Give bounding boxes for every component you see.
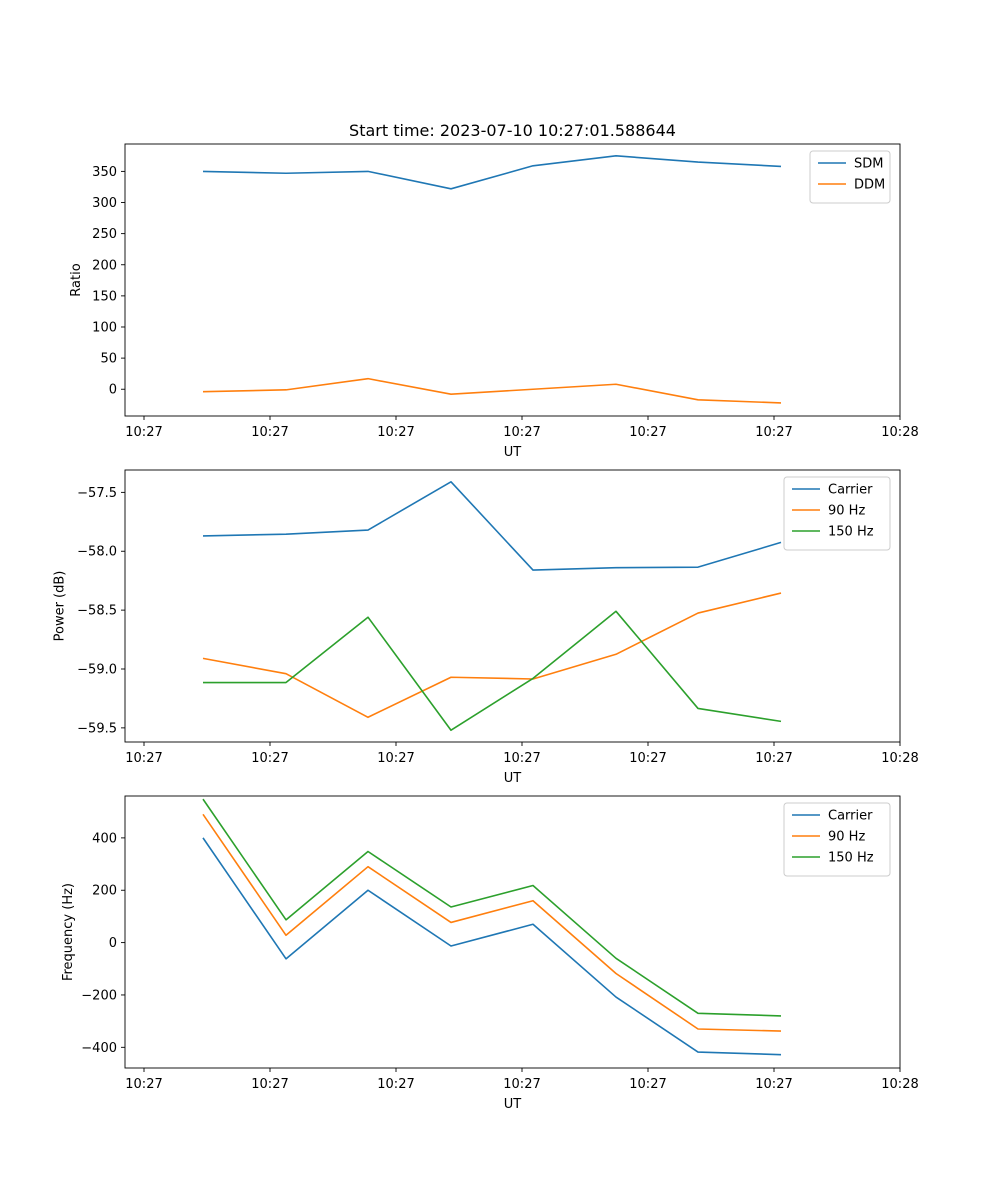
x-tick-label: 10:27 [503,425,540,440]
legend-label: SDM [854,157,883,172]
x-tick-label: 10:28 [881,1077,918,1092]
series-line-150-hz [203,610,782,732]
y-tick-label: −200 [81,988,117,1003]
legend-box [809,150,891,204]
y-tick-label: 350 [92,165,117,180]
x-tick-label: 10:28 [881,425,918,440]
legend: SDM DDM [809,150,891,204]
x-tick-label: 10:27 [125,425,162,440]
x-tick-label: 10:27 [755,425,792,440]
x-tick-label: 10:27 [503,751,540,766]
legend: Carrier 90 Hz 150 Hz [783,802,891,877]
y-tick-label: −58.0 [77,545,117,560]
x-tick-label: 10:27 [125,751,162,766]
series-line-90-hz [202,813,782,1032]
y-tick-label: 100 [92,320,117,335]
plot-frame [124,469,901,743]
plot-frame [124,143,901,417]
x-tick-label: 10:27 [251,751,288,766]
legend-label: 150 Hz [828,525,874,540]
y-tick-label: −59.0 [77,662,117,677]
legend-label: 150 Hz [828,851,874,866]
chart-title: Start time: 2023-07-10 10:27:01.588644 [349,121,676,140]
x-tick-label: 10:28 [881,751,918,766]
y-axis-label: Frequency (Hz) [61,883,76,981]
y-tick-label: 250 [92,227,117,242]
legend-label: 90 Hz [828,504,865,519]
series-line-carrier [202,837,782,1056]
y-axis-label: Ratio [69,263,84,296]
series-line-carrier [202,480,782,571]
series-line-sdm [202,155,782,190]
y-tick-label: 0 [109,936,117,951]
x-tick-label: 10:27 [377,751,414,766]
x-tick-label: 10:27 [251,1077,288,1092]
series-line-150-hz [202,798,782,1017]
legend: Carrier 90 Hz 150 Hz [783,476,891,551]
series-line-90-hz [202,592,782,719]
x-tick-label: 10:27 [629,1077,666,1092]
y-axis-label: Power (dB) [53,571,68,642]
y-tick-label: −57.5 [77,486,117,501]
x-tick-label: 10:27 [503,1077,540,1092]
y-tick-label: 200 [92,884,117,899]
y-tick-label: 150 [92,289,117,304]
y-tick-label: 300 [92,196,117,211]
y-tick-label: 0 [109,383,117,398]
x-axis-label: UT [504,771,522,786]
x-tick-label: 10:27 [755,751,792,766]
legend-label: Carrier [828,809,873,824]
plot-frame [124,795,901,1069]
x-tick-label: 10:27 [629,751,666,766]
y-tick-label: 50 [100,352,117,367]
legend-label: 90 Hz [828,830,865,845]
legend-label: DDM [854,178,885,193]
panel-1: Start time: 2023-07-10 10:27:01.588644 10… [69,121,919,460]
y-tick-label: −59.5 [77,721,117,736]
series-line-ddm [202,377,782,404]
y-tick-label: 400 [92,831,117,846]
x-tick-label: 10:27 [377,425,414,440]
x-axis-label: UT [504,1097,522,1112]
y-tick-label: −400 [81,1041,117,1056]
legend-label: Carrier [828,483,873,498]
x-tick-label: 10:27 [755,1077,792,1092]
y-tick-label: −58.5 [77,604,117,619]
x-tick-label: 10:27 [125,1077,162,1092]
panel-3: 10:27 10:27 10:27 10:27 10:27 10:27 10:28 400 20… [61,795,919,1112]
x-tick-label: 10:27 [251,425,288,440]
y-tick-label: 200 [92,258,117,273]
x-axis-label: UT [504,445,522,460]
x-tick-label: 10:27 [629,425,666,440]
panel-2: 10:27 10:27 10:27 10:27 10:27 10:27 10:28 −57.5… [53,469,919,786]
x-tick-label: 10:27 [377,1077,414,1092]
